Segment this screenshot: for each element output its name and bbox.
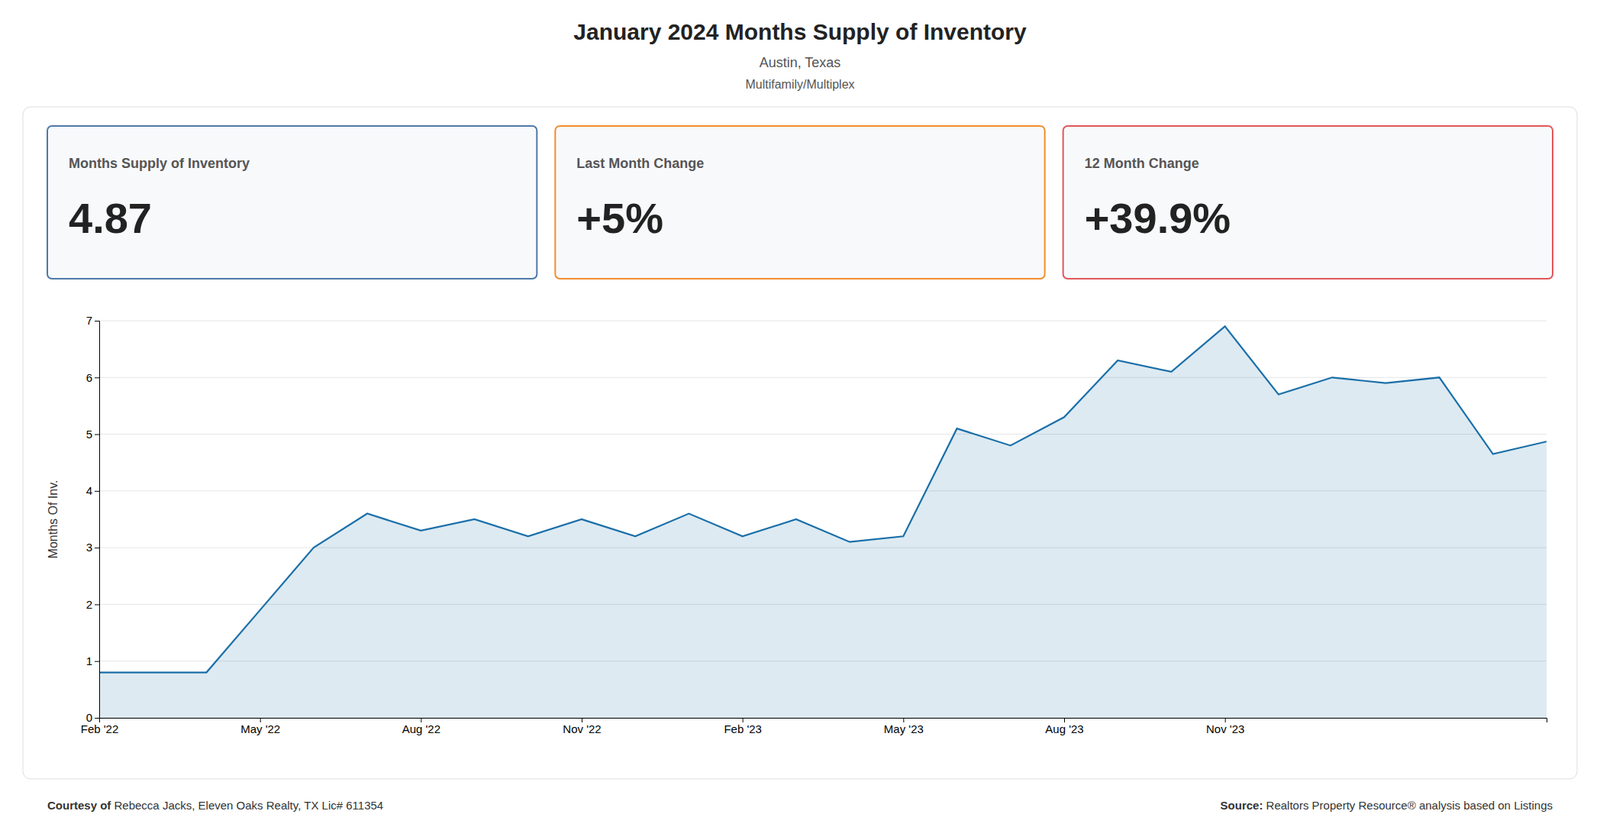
card-background xyxy=(1063,125,1553,279)
footer-text: Rebecca Jacks, Eleven Oaks Realty, TX Li… xyxy=(110,798,384,812)
line xyxy=(99,325,1547,672)
x-tick: May '23 xyxy=(883,717,924,736)
subtitle: Multifamily/Multiplex xyxy=(745,77,855,91)
footer: Source: Realtors Property Resource® anal… xyxy=(1220,798,1553,812)
card-label: Last Month Change xyxy=(576,155,704,171)
marks xyxy=(99,325,1547,718)
card-value: +5% xyxy=(576,193,664,242)
x-tick-label: May '23 xyxy=(883,722,924,736)
card-value: +39.9% xyxy=(1084,193,1232,242)
area xyxy=(99,325,1547,718)
card-label: Months Supply of Inventory xyxy=(68,155,250,171)
y-tick-mark xyxy=(94,434,100,436)
y-tick-mark xyxy=(94,320,100,322)
grid-line xyxy=(99,320,1547,322)
y-tick-mark xyxy=(94,547,100,549)
y-tick-label: 7 xyxy=(86,313,93,327)
y-tick-mark xyxy=(94,603,100,605)
y-tick: 4 xyxy=(86,483,100,497)
x-tick-label: Nov '23 xyxy=(1206,722,1245,736)
y-axis: 0 1 2 3 4 5 6 7 xyxy=(86,313,100,724)
y-tick: 3 xyxy=(86,540,100,554)
footer-bold: Courtesy of xyxy=(47,798,112,812)
footer-text: Realtors Property Resource® analysis bas… xyxy=(1262,798,1553,812)
x-axis: Feb '22May '22Aug '22Nov '22Feb '23May '… xyxy=(80,717,1548,736)
grid xyxy=(99,320,1547,718)
x-tick: Aug '22 xyxy=(402,717,441,736)
chart: January 2024 Months Supply of Inventory A… xyxy=(0,0,1600,840)
title: January 2024 Months Supply of Inventory xyxy=(573,19,1027,45)
y-tick: 2 xyxy=(86,597,100,611)
y-tick-label: 2 xyxy=(86,597,93,611)
card-label: 12 Month Change xyxy=(1084,155,1200,171)
x-tick: May '22 xyxy=(240,717,281,736)
y-tick: 5 xyxy=(86,427,100,441)
y-tick: 7 xyxy=(86,313,100,327)
y-tick-mark xyxy=(94,661,100,662)
y-tick-label: 5 xyxy=(86,427,93,441)
x-axis-line xyxy=(100,718,1548,723)
x-tick: Nov '23 xyxy=(1206,717,1245,736)
footer-bold: Source: xyxy=(1220,798,1264,812)
y-tick-label: 6 xyxy=(86,370,93,384)
y-tick-label: 4 xyxy=(86,483,93,497)
card-value: 4.87 xyxy=(68,193,152,242)
y-tick-label: 0 xyxy=(86,710,93,724)
footer: Courtesy of Rebecca Jacks, Eleven Oaks R… xyxy=(47,798,384,812)
x-tick-label: Aug '22 xyxy=(402,722,441,736)
y-tick-label: 1 xyxy=(86,654,93,668)
y-tick: 1 xyxy=(86,654,100,668)
y-tick-mark xyxy=(94,377,100,378)
card: Last Month Change +5% xyxy=(554,125,1045,279)
y-axis-title: Months Of Inv. xyxy=(46,480,60,559)
card: 12 Month Change +39.9% xyxy=(1063,125,1553,279)
x-tick: Feb '23 xyxy=(723,717,762,736)
subtitle: Austin, Texas xyxy=(759,54,842,71)
x-tick-label: Nov '22 xyxy=(562,722,601,736)
y-tick: 6 xyxy=(86,370,100,384)
x-tick-label: Feb '23 xyxy=(723,722,762,736)
x-tick: Nov '22 xyxy=(562,717,601,736)
y-tick-mark xyxy=(94,490,100,492)
panel xyxy=(22,106,1578,779)
card: Months Supply of Inventory 4.87 xyxy=(47,125,537,279)
y-tick-label: 3 xyxy=(86,540,93,554)
x-tick-label: Aug '23 xyxy=(1045,722,1084,736)
card-background xyxy=(554,125,1045,279)
card-background xyxy=(47,125,537,279)
y-tick: 0 xyxy=(86,710,100,724)
y-axis-line xyxy=(94,321,100,719)
plot: Feb '22May '22Aug '22Nov '22Feb '23May '… xyxy=(46,313,1548,735)
x-tick: Aug '23 xyxy=(1045,717,1084,736)
y-tick-mark xyxy=(94,717,100,719)
x-tick-label: May '22 xyxy=(240,722,281,736)
